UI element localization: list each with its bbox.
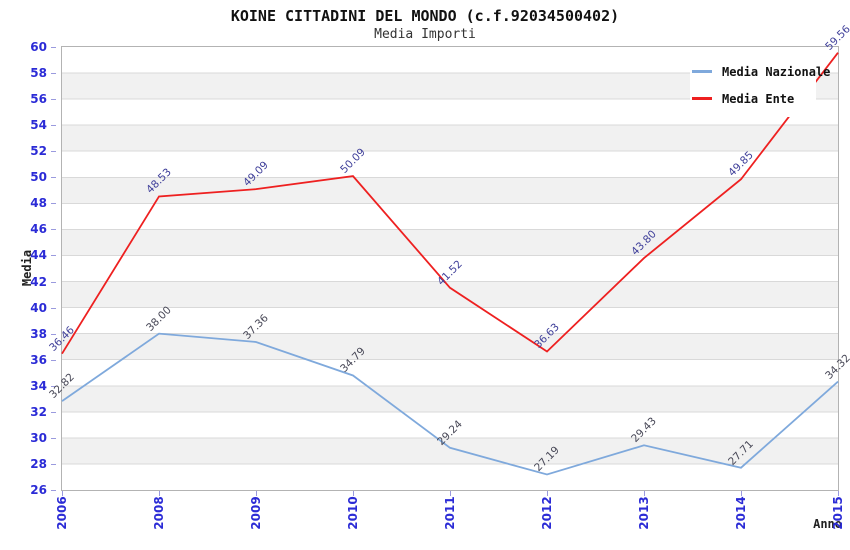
y-tick-label: 26 bbox=[30, 483, 47, 497]
plot-band bbox=[62, 359, 838, 386]
plot-band bbox=[62, 333, 838, 360]
series-line-media-ente bbox=[61, 52, 839, 355]
y-tick-label: 32 bbox=[30, 404, 47, 419]
y-tick-mark bbox=[51, 47, 56, 48]
legend-label-media-nazionale: Media Nazionale bbox=[722, 64, 831, 79]
y-tick-label: 56 bbox=[30, 92, 47, 107]
x-tick-label: 2006 bbox=[55, 496, 69, 530]
y-tick-label: 54 bbox=[30, 118, 47, 133]
legend-swatch-media-nazionale bbox=[692, 70, 712, 73]
y-tick-mark bbox=[51, 125, 56, 127]
chart-subtitle: Media Importi bbox=[374, 27, 476, 42]
plot-band bbox=[62, 281, 838, 308]
y-tick-mark bbox=[51, 490, 56, 491]
y-tick-label: 58 bbox=[30, 66, 47, 81]
y-tick-mark bbox=[51, 255, 56, 257]
x-tick-label: 2010 bbox=[346, 496, 360, 530]
y-tick-mark bbox=[51, 73, 56, 75]
y-tick-mark bbox=[51, 359, 56, 361]
legend-label-media-ente: Media Ente bbox=[722, 91, 795, 106]
x-tick-label: 2012 bbox=[540, 496, 554, 530]
y-tick-mark bbox=[51, 463, 56, 465]
y-tick-mark bbox=[51, 151, 56, 153]
y-tick-label: 36 bbox=[30, 352, 47, 367]
x-tick-mark bbox=[838, 491, 839, 496]
x-axis-title: Anno bbox=[813, 517, 842, 531]
y-tick-mark bbox=[51, 229, 56, 231]
series-line-media-nazionale bbox=[61, 332, 839, 476]
plot-band bbox=[62, 125, 838, 152]
legend-item-media-ente: Media Ente bbox=[692, 85, 816, 112]
y-tick-mark bbox=[51, 99, 56, 101]
y-tick-label: 40 bbox=[30, 300, 47, 315]
y-tick-label: 42 bbox=[30, 274, 47, 289]
y-tick-mark bbox=[51, 385, 56, 387]
x-tick-label: 2011 bbox=[443, 496, 457, 530]
plot-band bbox=[62, 177, 838, 204]
x-tick-mark bbox=[741, 491, 742, 496]
y-tick-label: 38 bbox=[30, 326, 47, 341]
legend-swatch-media-ente bbox=[692, 97, 712, 100]
plot-band bbox=[62, 463, 838, 490]
x-tick-mark bbox=[644, 491, 645, 496]
y-tick-label: 46 bbox=[30, 222, 47, 237]
legend: Media Nazionale Media Ente bbox=[690, 55, 830, 117]
y-tick-label: 30 bbox=[30, 430, 47, 445]
plot-band bbox=[62, 203, 838, 230]
plot-band bbox=[62, 151, 838, 178]
y-tick-label: 50 bbox=[30, 170, 47, 185]
x-tick-mark bbox=[256, 491, 257, 496]
plot-band bbox=[62, 307, 838, 334]
x-tick-label: 2014 bbox=[734, 496, 748, 530]
y-tick-mark bbox=[51, 177, 56, 179]
x-tick-label: 2013 bbox=[637, 496, 651, 530]
x-tick-label: 2015 bbox=[831, 496, 845, 530]
plot-band bbox=[62, 229, 838, 256]
y-tick-mark bbox=[51, 281, 56, 283]
y-tick-mark bbox=[51, 333, 56, 335]
plot-band bbox=[62, 385, 838, 412]
x-tick-label: 2008 bbox=[152, 496, 166, 530]
y-tick-label: 34 bbox=[30, 378, 47, 393]
y-tick-mark bbox=[51, 203, 56, 205]
y-tick-mark bbox=[51, 307, 56, 309]
y-tick-label: 52 bbox=[30, 144, 47, 159]
y-tick-label: 28 bbox=[30, 456, 47, 471]
x-tick-mark bbox=[62, 491, 63, 496]
y-tick-mark bbox=[51, 437, 56, 439]
y-tick-label: 48 bbox=[30, 196, 47, 211]
chart-title: KOINE CITTADINI DEL MONDO (c.f.920345004… bbox=[230, 7, 620, 25]
y-tick-label: 44 bbox=[30, 248, 47, 263]
legend-item-media-nazionale: Media Nazionale bbox=[692, 58, 830, 85]
plot-band bbox=[62, 255, 838, 282]
x-tick-mark bbox=[159, 491, 160, 496]
x-tick-label: 2009 bbox=[249, 496, 263, 530]
x-tick-mark bbox=[450, 491, 451, 496]
x-tick-mark bbox=[547, 491, 548, 496]
x-tick-mark bbox=[353, 491, 354, 496]
y-tick-label: 60 bbox=[30, 40, 47, 54]
plot-band bbox=[62, 437, 838, 464]
plot-band bbox=[62, 411, 838, 438]
y-tick-mark bbox=[51, 411, 56, 413]
